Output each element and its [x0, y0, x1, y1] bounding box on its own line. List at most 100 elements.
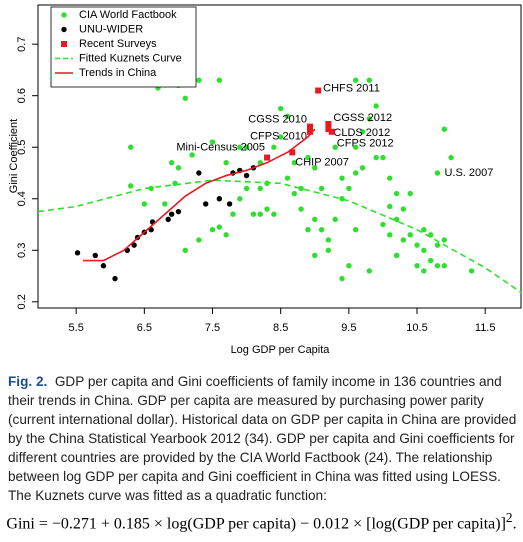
point: [407, 190, 413, 197]
point: [318, 185, 325, 192]
point: [264, 154, 271, 161]
x-tick-label: 9.5: [341, 322, 356, 334]
point: [298, 206, 304, 212]
point: [175, 165, 182, 171]
y-tick-label: 0.3: [16, 243, 28, 258]
point: [182, 95, 188, 101]
point: [441, 237, 447, 243]
point: [312, 252, 318, 259]
legend-label: UNU-WIDER: [79, 23, 143, 35]
point: [339, 275, 345, 282]
chart: Log GDP per Capita Gini Coefficient 5.5 6…: [8, 4, 523, 356]
point: [257, 185, 263, 192]
y-axis-title: Gini Coefficient: [8, 119, 20, 193]
point: [373, 154, 379, 161]
point: [250, 211, 257, 217]
y-tick-label: 0.5: [16, 140, 28, 155]
point: [380, 154, 386, 161]
point: [387, 232, 393, 238]
legend-swatch: [61, 12, 67, 18]
point: [306, 123, 313, 130]
legend-swatch: [61, 41, 67, 47]
point: [223, 232, 229, 238]
point: [243, 185, 250, 192]
x-tick-label: 5.5: [69, 322, 84, 334]
point: [237, 196, 243, 202]
point: [332, 144, 338, 150]
x-tick-label: 6.5: [137, 322, 152, 334]
point: [448, 154, 454, 161]
point: [346, 263, 352, 269]
point: [257, 211, 263, 217]
point: [196, 170, 202, 176]
point: [182, 247, 188, 253]
point: [291, 190, 298, 197]
point: [400, 206, 407, 212]
point: [284, 175, 291, 181]
line: [37, 179, 523, 294]
point: [325, 237, 332, 243]
point: [325, 126, 332, 133]
equation: Gini = −0.271 + 0.185 × log(GDP per capi…: [0, 510, 523, 533]
point: [162, 201, 168, 207]
point: [414, 242, 420, 248]
point-label: CGSS 2012: [333, 112, 392, 124]
point: [318, 226, 325, 233]
point: [346, 185, 352, 192]
point: [175, 208, 182, 215]
point: [414, 263, 420, 269]
legend-label: Trends in China: [79, 67, 157, 79]
point: [315, 87, 322, 94]
point-label: CLDS 2012: [333, 127, 390, 139]
point: [366, 116, 373, 122]
point: [400, 237, 407, 243]
point: [387, 203, 393, 210]
point: [366, 268, 373, 274]
point: [243, 144, 250, 150]
x-tick-label: 7.5: [205, 322, 220, 334]
legend-label: Fitted Kuznets Curve: [79, 52, 182, 64]
caption-label: Fig. 2.: [8, 374, 48, 389]
point: [196, 237, 202, 243]
y-tick-label: 0.6: [16, 88, 28, 103]
point: [421, 268, 427, 274]
point: [434, 170, 441, 176]
point: [289, 149, 296, 156]
point: [312, 165, 318, 171]
point-label: CFPS 2010: [250, 131, 307, 143]
point: [112, 275, 118, 282]
point: [189, 152, 195, 158]
point: [209, 139, 216, 145]
point: [277, 134, 284, 140]
point: [359, 129, 366, 135]
legend-label: CIA World Factbook: [79, 9, 177, 21]
y-tick-label: 0.7: [16, 37, 28, 52]
point: [230, 211, 236, 217]
point: [393, 190, 400, 197]
point: [393, 216, 400, 223]
point: [216, 77, 223, 83]
point: [216, 224, 223, 230]
caption: Fig. 2. GDP per capita and Gini coeffici…: [8, 372, 518, 505]
point: [312, 216, 318, 223]
point: [305, 154, 311, 161]
point: [237, 144, 243, 150]
point-label: CFPS 2012: [337, 138, 394, 150]
equation-superscript: 2: [505, 510, 513, 525]
point: [128, 144, 134, 150]
point: [264, 206, 270, 212]
point: [434, 263, 441, 269]
point: [373, 103, 379, 109]
annotation: U.S. 2007: [444, 167, 493, 179]
point: [298, 185, 304, 192]
y-tick-label: 0.4: [16, 191, 28, 206]
point: [131, 242, 137, 248]
point: [380, 221, 386, 228]
point: [421, 226, 427, 233]
point: [291, 159, 298, 166]
x-tick-label: 8.5: [273, 322, 288, 334]
point: [366, 77, 373, 83]
point-label: CHIP 2007: [295, 156, 349, 168]
point: [223, 159, 229, 166]
